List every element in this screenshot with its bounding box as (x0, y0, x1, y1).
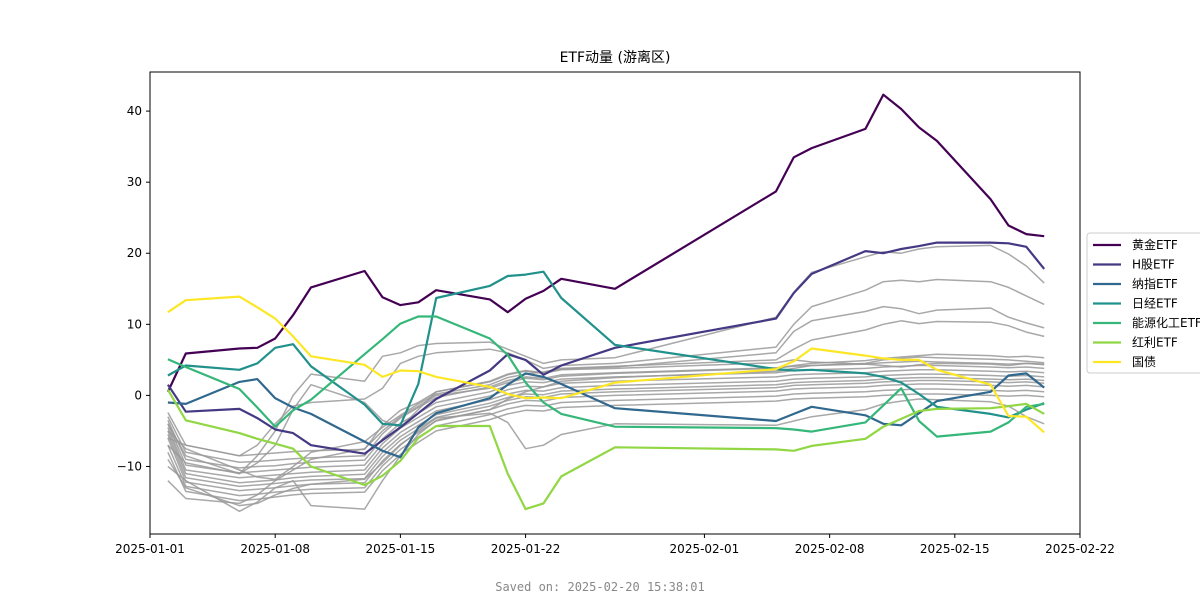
background-series-line-5 (167, 373, 1045, 479)
legend-label: 纳指ETF (1132, 276, 1178, 291)
chart-title: ETF动量 (游离区) (560, 49, 671, 66)
background-series-line-11 (167, 398, 1045, 507)
legend-label: H股ETF (1132, 258, 1175, 272)
x-tick-label: 2025-01-01 (115, 542, 185, 556)
background-series-line-15 (167, 305, 1045, 475)
legend-label: 能源化工ETF (1132, 316, 1200, 330)
background-series-line-12 (167, 356, 1045, 513)
y-tick-label: 20 (127, 246, 142, 260)
background-series-line-16 (167, 278, 1045, 457)
y-tick-label: −10 (117, 459, 142, 473)
series-line-6 (166, 389, 1045, 511)
legend-label: 红利ETF (1132, 335, 1178, 350)
legend-label: 黄金ETF (1132, 237, 1178, 252)
highlighted-series-group (166, 93, 1046, 511)
y-tick-label: 10 (127, 317, 142, 331)
y-tick-label: 30 (127, 175, 142, 189)
saved-timestamp: Saved on: 2025-02-20 15:38:01 (495, 580, 705, 594)
background-series-line-10 (167, 393, 1045, 502)
x-tick-label: 2025-02-08 (795, 542, 865, 556)
x-tick-label: 2025-01-08 (240, 542, 310, 556)
background-series-line-13 (167, 353, 1045, 505)
x-tick-label: 2025-02-22 (1045, 542, 1115, 556)
series-line-4 (167, 270, 1045, 427)
plot-frame (149, 71, 1081, 535)
x-tick-label: 2025-01-22 (491, 542, 561, 556)
x-tick-label: 2025-02-15 (920, 542, 990, 556)
background-series-line-17 (167, 244, 1045, 475)
y-tick-label: 40 (127, 104, 142, 118)
legend-label: 国债 (1132, 355, 1156, 369)
series-line-7 (167, 295, 1045, 434)
background-series-line-14 (167, 320, 1045, 481)
x-axis: 2025-01-01 2025-01-08 2025-01-15 2025-01-22… (115, 534, 1115, 556)
background-series-group (167, 244, 1045, 513)
y-axis: −10 0 10 20 30 40 (117, 104, 150, 473)
series-line-2 (166, 241, 1046, 455)
legend-label: 日经ETF (1132, 297, 1178, 311)
background-series-line-3 (167, 364, 1045, 469)
background-series-line-8 (167, 383, 1045, 492)
y-tick-label: 0 (134, 388, 142, 402)
series-line-1 (166, 93, 1045, 393)
background-series-line-6 (167, 376, 1045, 484)
legend-box (1086, 232, 1200, 374)
legend: 黄金ETF H股ETF 纳指ETF 日经ETF 能源化工ETF 红利ETF 国债 (1086, 232, 1200, 374)
x-tick-label: 2025-01-15 (366, 542, 436, 556)
background-series-line-9 (167, 388, 1045, 497)
series-line-5 (167, 315, 1045, 438)
x-tick-label: 2025-02-01 (670, 542, 740, 556)
